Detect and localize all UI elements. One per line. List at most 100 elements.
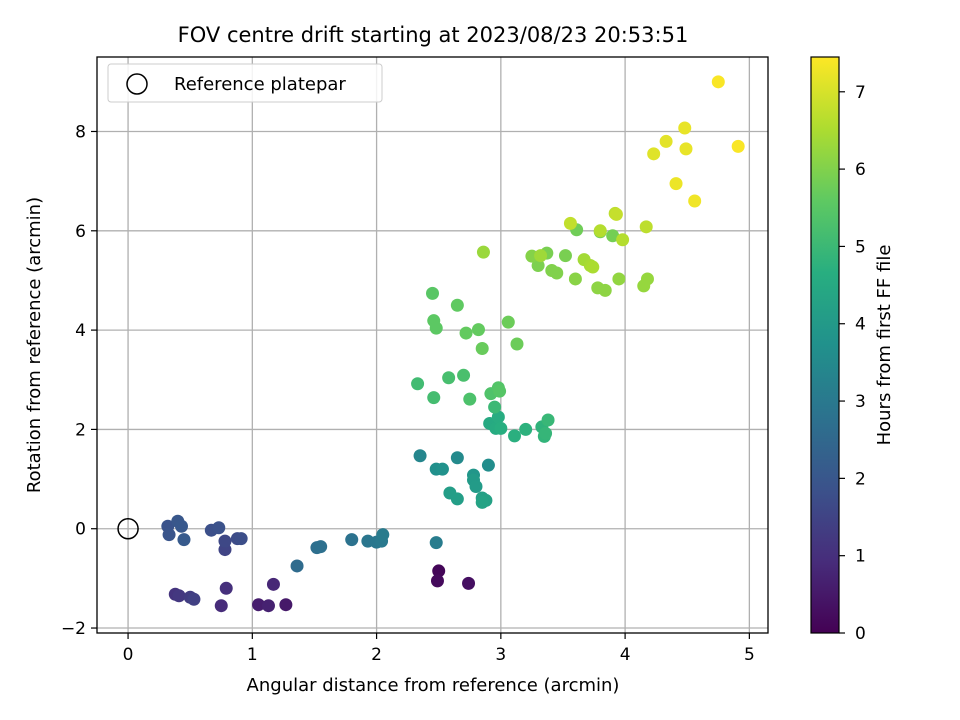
- data-point-54: [539, 426, 553, 440]
- data-point-83: [568, 272, 582, 286]
- x-axis-ticks: 0 1 2 3 4 5: [123, 633, 755, 665]
- data-point-26: [314, 540, 328, 554]
- data-point-61: [463, 392, 477, 406]
- chart-title: FOV centre drift starting at 2023/08/23 …: [178, 23, 689, 47]
- data-point-35: [481, 458, 495, 472]
- data-point-57: [411, 377, 425, 391]
- data-point-0: [432, 564, 446, 578]
- colorbar-gradient: [810, 56, 840, 634]
- data-point-20: [162, 528, 176, 542]
- data-point-22: [174, 519, 188, 533]
- data-point-12: [187, 592, 201, 606]
- plot-frame: [96, 56, 769, 634]
- data-point-106: [711, 75, 725, 89]
- data-point-70: [471, 323, 485, 337]
- colorbar-label: Hours from first FF file: [874, 245, 895, 446]
- x-tick-label-5: 5: [744, 645, 755, 665]
- data-point-100: [647, 147, 661, 161]
- y-axis-label: Rotation from reference (arcmin): [24, 197, 45, 493]
- data-point-58: [427, 391, 441, 405]
- y-tick-label-1: 0: [75, 520, 86, 540]
- data-point-6: [266, 577, 280, 591]
- data-point-95: [616, 233, 630, 247]
- data-point-93: [586, 260, 600, 274]
- data-point-81: [550, 266, 564, 280]
- y-tick-label-4: 6: [75, 222, 86, 242]
- data-point-59: [442, 371, 456, 385]
- data-point-65: [426, 286, 439, 300]
- colorbar-tick-label-1: 1: [855, 547, 866, 567]
- data-points: [117, 75, 745, 613]
- data-point-94: [593, 224, 607, 238]
- data-point-68: [450, 298, 464, 312]
- data-point-73: [510, 337, 524, 351]
- x-tick-label-4: 4: [620, 645, 631, 665]
- data-point-8: [219, 581, 233, 595]
- data-point-86: [612, 272, 626, 286]
- data-point-98: [563, 216, 577, 230]
- data-point-85: [598, 283, 612, 297]
- x-tick-label-3: 3: [495, 645, 506, 665]
- colorbar-tick-label-3: 3: [855, 392, 866, 412]
- data-point-18: [212, 521, 226, 535]
- data-point-105: [688, 194, 702, 208]
- data-point-107: [731, 139, 745, 153]
- data-point-72: [501, 315, 515, 329]
- data-point-10: [172, 589, 186, 603]
- x-tick-label-0: 0: [123, 645, 134, 665]
- data-point-34: [450, 451, 464, 465]
- colorbar-ticks: 0 1 2 3 4 5 6 7: [839, 83, 866, 644]
- data-point-23: [177, 533, 191, 547]
- data-point-88: [640, 272, 654, 286]
- data-point-32: [429, 536, 443, 550]
- data-point-45: [475, 495, 489, 509]
- grid-lines: [97, 57, 768, 633]
- x-tick-label-1: 1: [247, 645, 258, 665]
- data-point-60: [457, 368, 471, 382]
- y-tick-label-5: 8: [75, 122, 86, 142]
- data-point-102: [678, 121, 692, 135]
- data-point-51: [519, 422, 533, 436]
- data-point-3: [279, 598, 293, 612]
- y-tick-label-0: −2: [61, 619, 86, 639]
- colorbar-tick-label-4: 4: [855, 315, 866, 335]
- data-point-90: [534, 249, 548, 263]
- y-tick-label-3: 4: [75, 321, 86, 341]
- data-point-40: [469, 480, 483, 494]
- data-point-89: [476, 245, 490, 259]
- data-point-31: [376, 528, 390, 542]
- data-point-42: [450, 492, 464, 506]
- data-point-101: [659, 134, 673, 148]
- colorbar-tick-label-0: 0: [855, 624, 866, 644]
- colorbar-tick-label-7: 7: [855, 83, 866, 103]
- data-point-79: [531, 259, 545, 273]
- data-point-103: [679, 142, 693, 156]
- legend-marker-reference: [126, 73, 148, 95]
- legend-label-reference: Reference platepar: [174, 74, 346, 95]
- data-point-50: [508, 429, 522, 443]
- data-point-7: [214, 599, 228, 613]
- data-point-4: [252, 598, 266, 612]
- data-point-97: [639, 220, 653, 234]
- data-point-37: [435, 462, 449, 476]
- data-point-24: [290, 559, 304, 573]
- data-point-33: [413, 449, 427, 463]
- data-point-2: [462, 576, 476, 590]
- data-point-69: [459, 326, 473, 340]
- data-point-48: [491, 410, 505, 424]
- legend: Reference platepar: [107, 63, 383, 103]
- data-point-78: [558, 249, 572, 263]
- data-point-1: [430, 574, 444, 588]
- legend-box: [107, 63, 383, 103]
- data-point-64: [493, 384, 507, 398]
- data-point-55: [541, 413, 555, 427]
- data-point-76: [606, 229, 620, 243]
- colorbar-tick-label-5: 5: [855, 237, 866, 257]
- x-tick-label-2: 2: [371, 645, 382, 665]
- y-axis-ticks: −2 0 2 4 6 8: [61, 122, 97, 639]
- data-point-56: [488, 400, 502, 414]
- colorbar-tick-label-2: 2: [855, 469, 866, 489]
- colorbar: 0 1 2 3 4 5 6 7 Hours from first FF file: [810, 56, 895, 644]
- y-tick-label-2: 2: [75, 420, 86, 440]
